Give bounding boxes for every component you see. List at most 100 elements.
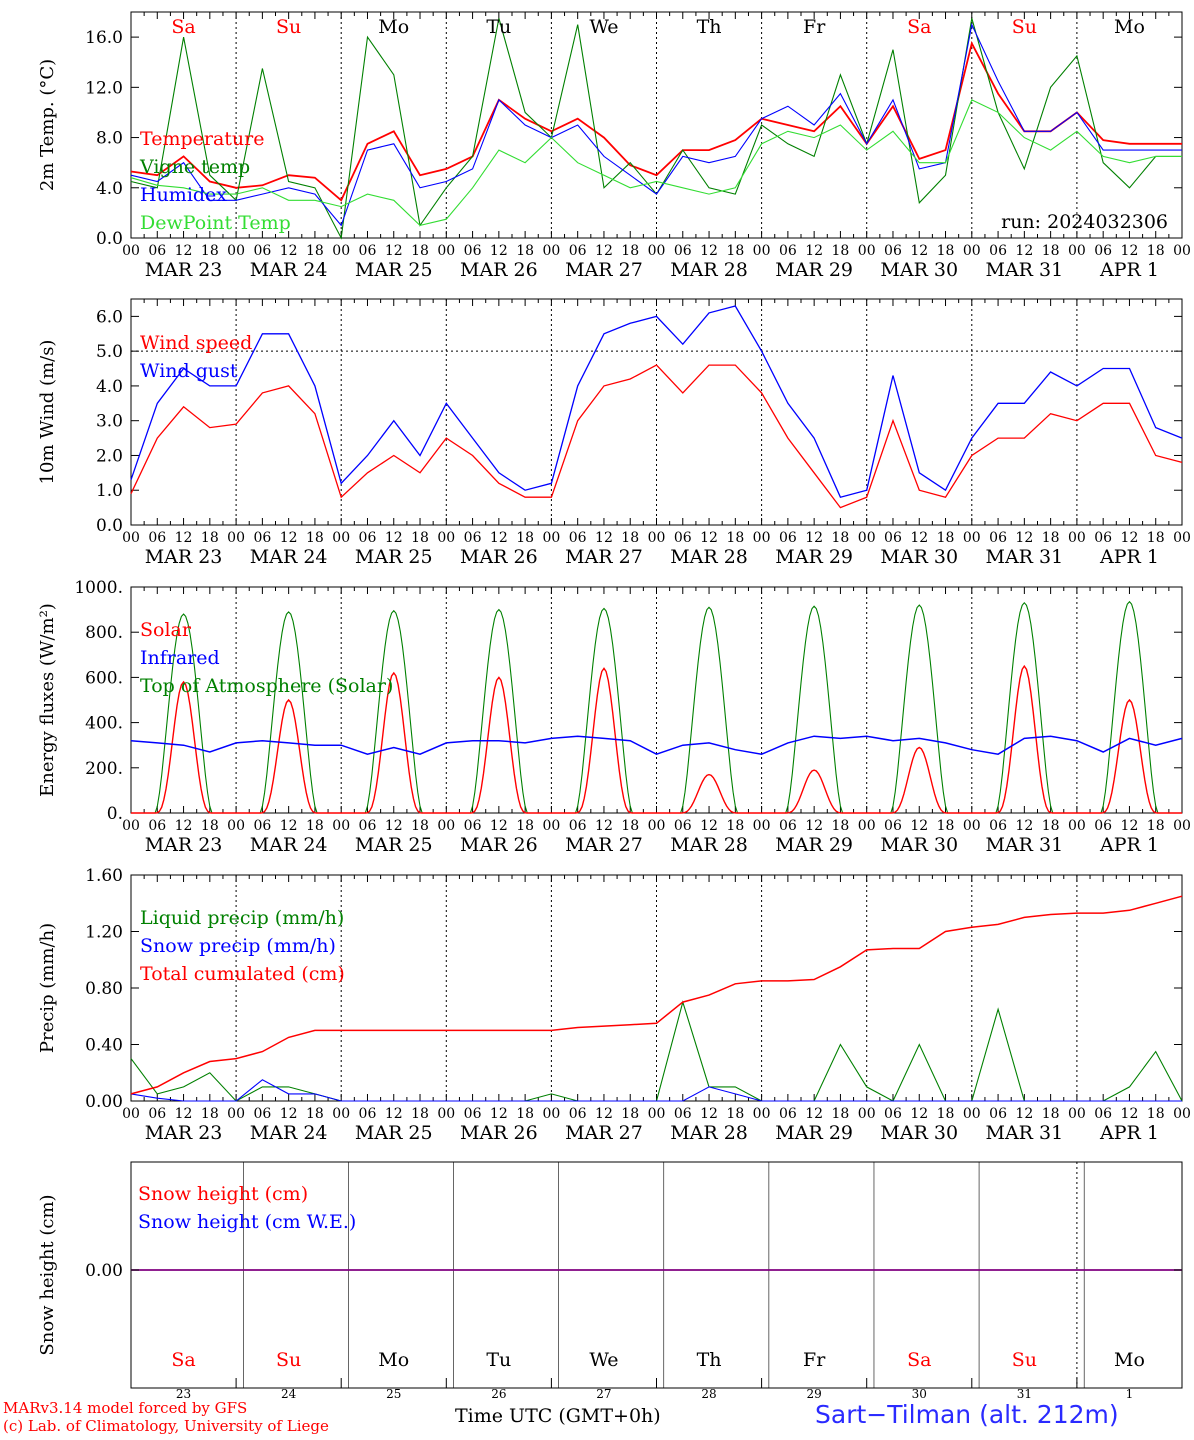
- y-tick-label: 8.0: [96, 129, 123, 149]
- hour-tick-label: 06: [779, 1106, 797, 1122]
- hour-tick-label: 18: [306, 818, 324, 834]
- hour-tick-label: 06: [884, 1106, 902, 1122]
- hour-tick-label: 18: [832, 818, 850, 834]
- hour-tick-label: 00: [542, 243, 560, 259]
- hour-tick-label: 06: [989, 530, 1007, 546]
- day-tick-label: MAR 28: [670, 546, 748, 568]
- hour-tick-label: 06: [464, 818, 482, 834]
- weekday-label: Th: [697, 1349, 722, 1371]
- legend-top-of-atmosphere-solar-: Top of Atmosphere (Solar): [140, 675, 393, 697]
- series-line-solar: [131, 664, 1182, 814]
- series-line-temperature: [130, 40, 1182, 202]
- y-tick-label: 0.40: [85, 1036, 123, 1056]
- hour-tick-label: 00: [1068, 1106, 1086, 1122]
- hour-tick-label: 18: [1042, 530, 1060, 546]
- hour-tick-label: 06: [1094, 818, 1112, 834]
- day-number-label: 1: [1126, 1387, 1134, 1401]
- legend-temperature: Temperature: [140, 128, 264, 150]
- hour-tick-label: 12: [280, 1106, 298, 1122]
- day-tick-label: MAR 24: [250, 259, 328, 281]
- hour-tick-label: 06: [253, 530, 271, 546]
- hour-tick-label: 06: [989, 243, 1007, 259]
- weekday-label: Th: [697, 16, 722, 38]
- hour-tick-label: 12: [1121, 818, 1139, 834]
- hour-tick-label: 12: [805, 1106, 823, 1122]
- hour-tick-label: 06: [674, 818, 692, 834]
- series-line-humidex: [130, 22, 1182, 227]
- legend-total-cumulated-cm-: Total cumulated (cm): [140, 963, 345, 985]
- hour-tick-label: 06: [359, 818, 377, 834]
- hour-tick-label: 06: [359, 243, 377, 259]
- hour-tick-label: 12: [700, 1106, 718, 1122]
- hour-tick-label: 00: [227, 1106, 245, 1122]
- day-tick-label: MAR 27: [565, 546, 643, 568]
- hour-tick-label: 18: [1147, 243, 1165, 259]
- legend-snow-height-cm-: Snow height (cm): [138, 1183, 308, 1205]
- y-tick-label: 0.00: [85, 1092, 123, 1112]
- hour-tick-label: 12: [1015, 530, 1033, 546]
- day-tick-label: MAR 28: [670, 1122, 748, 1144]
- hour-tick-label: 18: [832, 530, 850, 546]
- weekday-label: Mo: [1114, 16, 1145, 38]
- hour-tick-label: 06: [779, 818, 797, 834]
- day-number-label: 28: [701, 1387, 716, 1401]
- weekday-label: Sa: [171, 1349, 195, 1371]
- hour-tick-label: 12: [490, 1106, 508, 1122]
- run-annotation: run: 2024032306: [1001, 211, 1168, 233]
- hour-tick-label: 00: [1068, 243, 1086, 259]
- hour-tick-label: 06: [464, 243, 482, 259]
- hour-tick-label: 12: [1121, 1106, 1139, 1122]
- weekday-label: Su: [1012, 1349, 1037, 1371]
- hour-tick-label: 06: [359, 1106, 377, 1122]
- hour-tick-label: 06: [253, 818, 271, 834]
- hour-tick-label: 00: [1173, 1106, 1191, 1122]
- y-tick-label: 4.0: [96, 377, 123, 397]
- hour-tick-label: 06: [1094, 530, 1112, 546]
- day-tick-label: MAR 29: [775, 546, 853, 568]
- hour-tick-label: 18: [306, 530, 324, 546]
- hour-tick-label: 12: [700, 530, 718, 546]
- hour-tick-label: 12: [490, 243, 508, 259]
- hour-tick-label: 00: [332, 243, 350, 259]
- hour-tick-label: 06: [359, 530, 377, 546]
- hour-tick-label: 12: [490, 818, 508, 834]
- hour-tick-label: 00: [753, 243, 771, 259]
- weekday-label: Su: [1012, 16, 1037, 38]
- series-line-wind-gust: [130, 305, 1183, 498]
- hour-tick-label: 00: [648, 243, 666, 259]
- y-tick-label: 5.0: [96, 342, 123, 362]
- day-tick-label: MAR 30: [880, 259, 958, 281]
- legend-wind-speed: Wind speed: [140, 332, 252, 354]
- day-tick-label: APR 1: [1099, 834, 1159, 856]
- time-axis-title: Time UTC (GMT+0h): [455, 1405, 661, 1427]
- hour-tick-label: 06: [779, 243, 797, 259]
- hour-tick-label: 18: [621, 530, 639, 546]
- hour-tick-label: 18: [516, 243, 534, 259]
- y-tick-label: 800.: [85, 623, 123, 643]
- hour-tick-label: 06: [253, 243, 271, 259]
- hour-tick-label: 18: [937, 243, 955, 259]
- hour-tick-label: 18: [1147, 1106, 1165, 1122]
- hour-tick-label: 12: [385, 1106, 403, 1122]
- day-number-label: 26: [491, 1387, 506, 1401]
- hour-tick-label: 12: [910, 1106, 928, 1122]
- hour-tick-label: 00: [227, 530, 245, 546]
- hour-tick-label: 18: [411, 530, 429, 546]
- hour-tick-label: 00: [753, 530, 771, 546]
- hour-tick-label: 12: [595, 530, 613, 546]
- hour-tick-label: 06: [253, 1106, 271, 1122]
- hour-tick-label: 00: [437, 1106, 455, 1122]
- y-tick-label: 3.0: [96, 412, 123, 432]
- hour-tick-label: 12: [910, 243, 928, 259]
- day-number-label: 24: [281, 1387, 297, 1401]
- hour-tick-label: 06: [148, 1106, 166, 1122]
- day-tick-label: MAR 23: [145, 546, 223, 568]
- hour-tick-label: 18: [726, 1106, 744, 1122]
- hour-tick-label: 18: [1042, 818, 1060, 834]
- legend-snow-height-cm-w-e-: Snow height (cm W.E.): [138, 1211, 356, 1233]
- hour-tick-label: 12: [1121, 530, 1139, 546]
- y-axis-label-5: Snow height (cm): [37, 1194, 58, 1355]
- day-tick-label: MAR 23: [145, 834, 223, 856]
- legend-solar: Solar: [140, 619, 192, 641]
- legend-vigne-temp: Vigne temp: [139, 156, 250, 178]
